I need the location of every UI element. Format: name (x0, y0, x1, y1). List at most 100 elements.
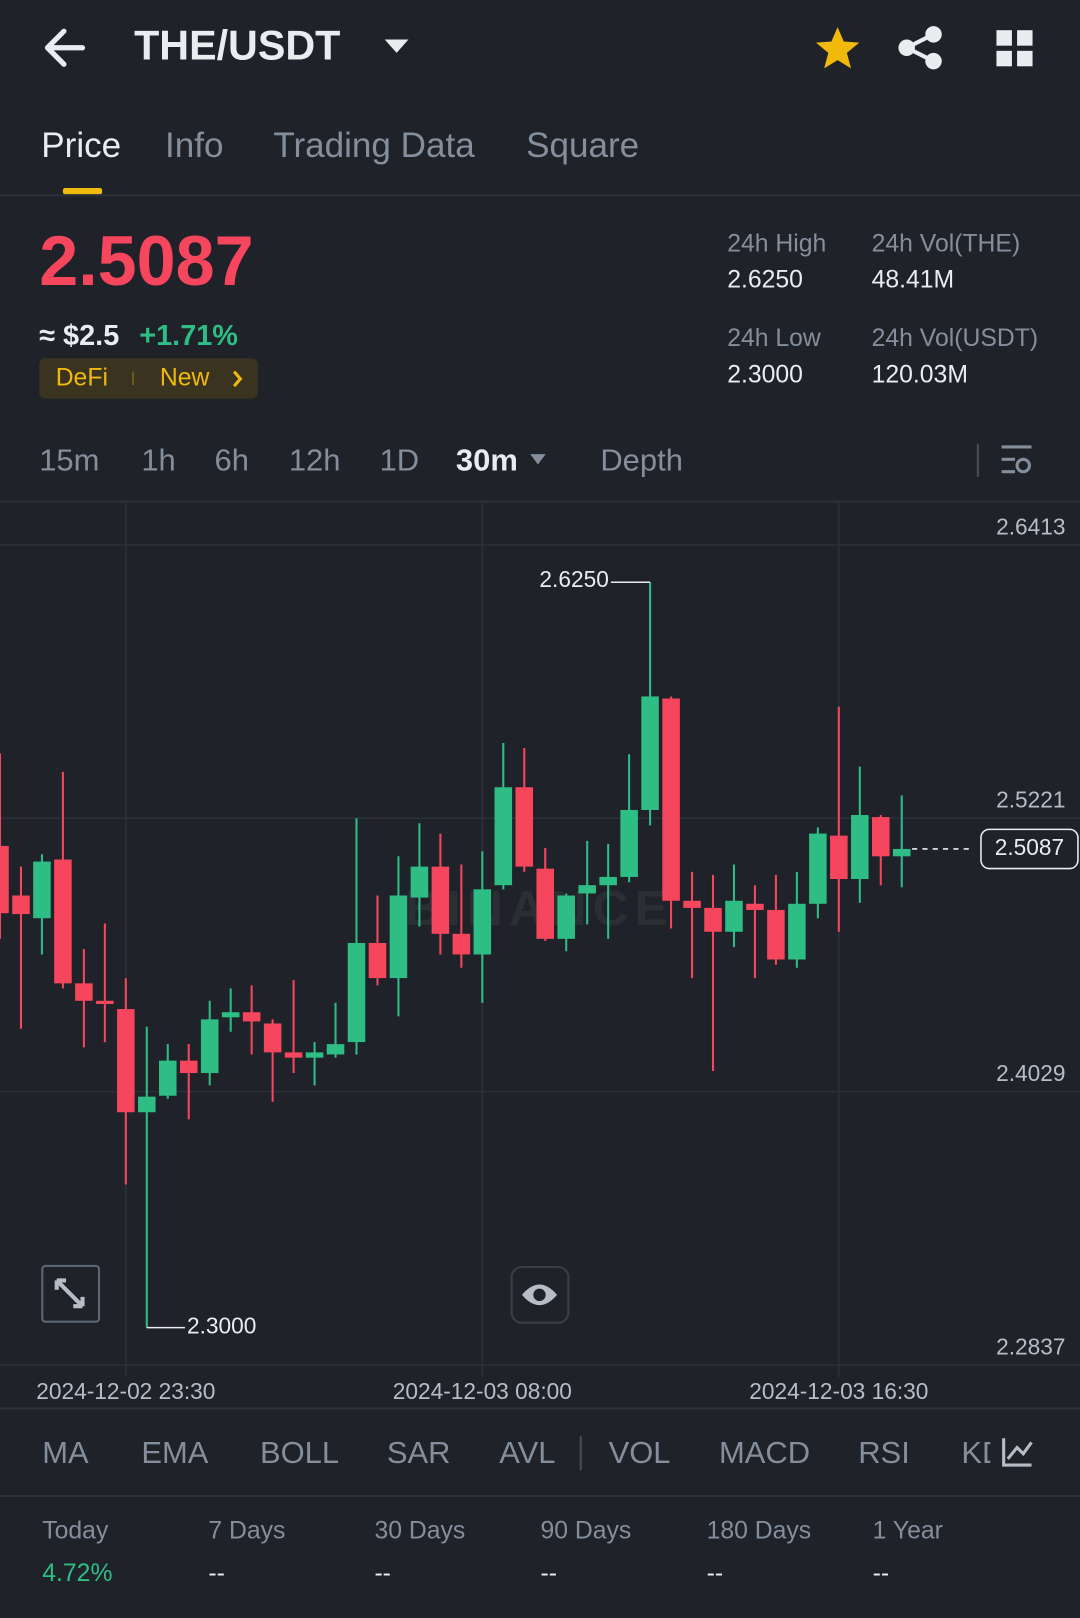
interval[interactable]: 15m (39, 443, 99, 478)
interval[interactable]: 1D (380, 443, 420, 478)
visibility-button[interactable] (510, 1265, 570, 1324)
candle-body (368, 942, 387, 979)
candle-body (452, 933, 471, 955)
period-value: -- (541, 1560, 557, 1587)
candle-body (33, 861, 51, 919)
interval[interactable]: 12h (289, 443, 341, 478)
indicator[interactable]: EMA (141, 1435, 208, 1470)
interval[interactable]: 30m (456, 443, 518, 478)
stat-label: 24h High (727, 230, 826, 257)
stat-label: 24h Vol(USDT) (872, 325, 1038, 352)
candle-body (620, 809, 638, 877)
tab[interactable]: Square (526, 126, 639, 165)
candle-body (347, 942, 366, 1043)
tag[interactable]: New (160, 364, 210, 391)
stat-value: 2.6250 (727, 266, 803, 293)
period-label: Today (42, 1518, 109, 1545)
candle-body (683, 900, 701, 908)
period-label: 90 Days (541, 1518, 632, 1545)
candle-body (284, 1052, 303, 1058)
tab[interactable]: Trading Data (273, 126, 475, 165)
candle-body (200, 1019, 219, 1074)
indicator[interactable]: VOL (609, 1435, 671, 1470)
candle-body (305, 1052, 324, 1058)
indicator[interactable]: MA (42, 1435, 89, 1470)
share-button[interactable] (898, 26, 942, 70)
candle-body (117, 1009, 135, 1113)
candlestick-chart: BINANCE2.64132.52212.40292.28372024-12-0… (0, 502, 1080, 1404)
indicator[interactable]: AVL (499, 1435, 555, 1470)
candle-body (494, 787, 513, 886)
candle-body (725, 900, 743, 932)
candle-body (0, 845, 9, 914)
indicator-settings[interactable] (1002, 1438, 1033, 1467)
indicator[interactable]: BOLL (260, 1435, 339, 1470)
stat-label: 24h Low (727, 325, 821, 352)
indicator[interactable]: MACD (719, 1435, 810, 1470)
interval-dropdown[interactable] (530, 454, 546, 465)
indicator[interactable]: RSI (858, 1435, 910, 1470)
last-price-box (980, 828, 1079, 870)
last-price-label: 2.5087 (995, 834, 1064, 860)
menu-grid[interactable] (996, 30, 1033, 67)
y-tick-label: 2.4029 (996, 1060, 1065, 1086)
indicator[interactable]: SAR (387, 1435, 451, 1470)
candle-body (788, 903, 806, 960)
candle-body (515, 787, 534, 867)
tag[interactable]: DeFi (56, 364, 108, 391)
candle-body (221, 1012, 240, 1018)
candle-body (75, 983, 93, 1001)
candle-body (410, 866, 429, 898)
x-tick-label: 2024-12-03 08:00 (393, 1378, 572, 1404)
chart-settings[interactable] (1001, 445, 1032, 474)
candle-body (809, 833, 827, 904)
period-value: 4.72% (42, 1560, 112, 1587)
pair-title[interactable]: THE/USDT (134, 23, 340, 69)
candle-body (158, 1060, 177, 1096)
candle-body (12, 895, 30, 915)
interval[interactable]: 6h (215, 443, 249, 478)
candle-body (641, 696, 659, 810)
candle-body (179, 1060, 198, 1074)
approx-price: ≈ $2.5 (39, 320, 119, 352)
period-label: 7 Days (208, 1518, 285, 1545)
candle-body (892, 848, 911, 857)
candle-body (96, 1000, 114, 1004)
fullscreen-button[interactable] (41, 1264, 101, 1323)
last-price: 2.5087 (39, 222, 253, 300)
candle-body (767, 909, 785, 960)
period-value: -- (873, 1560, 889, 1587)
candle-body (872, 817, 890, 857)
period-label: 1 Year (873, 1518, 943, 1545)
low-label: 2.3000 (187, 1313, 256, 1339)
tab[interactable]: Price (41, 126, 121, 165)
period-label: 180 Days (707, 1518, 812, 1545)
back-button[interactable] (44, 28, 86, 67)
y-tick-label: 2.2837 (996, 1333, 1065, 1359)
candle-body (830, 835, 848, 879)
period-label: 30 Days (374, 1518, 465, 1545)
high-label: 2.6250 (539, 566, 608, 592)
period-value: -- (208, 1560, 224, 1587)
tab[interactable]: Info (165, 126, 223, 165)
candle-body (263, 1023, 282, 1053)
x-tick-label: 2024-12-02 23:30 (36, 1378, 215, 1404)
candle-body (389, 895, 408, 979)
period-value: -- (707, 1560, 723, 1587)
stat-value: 48.41M (872, 266, 955, 293)
tag-box[interactable] (39, 358, 258, 399)
y-tick-label: 2.6413 (996, 513, 1065, 539)
candle-body (851, 815, 869, 879)
stat-value: 2.3000 (727, 361, 803, 388)
candle-body (704, 907, 722, 932)
interval[interactable]: 1h (141, 443, 175, 478)
candle-body (473, 889, 492, 955)
pair-dropdown[interactable] (384, 39, 409, 53)
candle-body (326, 1044, 345, 1055)
favorite-star[interactable] (815, 27, 860, 69)
y-tick-label: 2.5221 (996, 787, 1065, 813)
period-value: -- (374, 1560, 390, 1587)
interval[interactable]: Depth (600, 443, 683, 478)
candle-body (431, 866, 450, 934)
